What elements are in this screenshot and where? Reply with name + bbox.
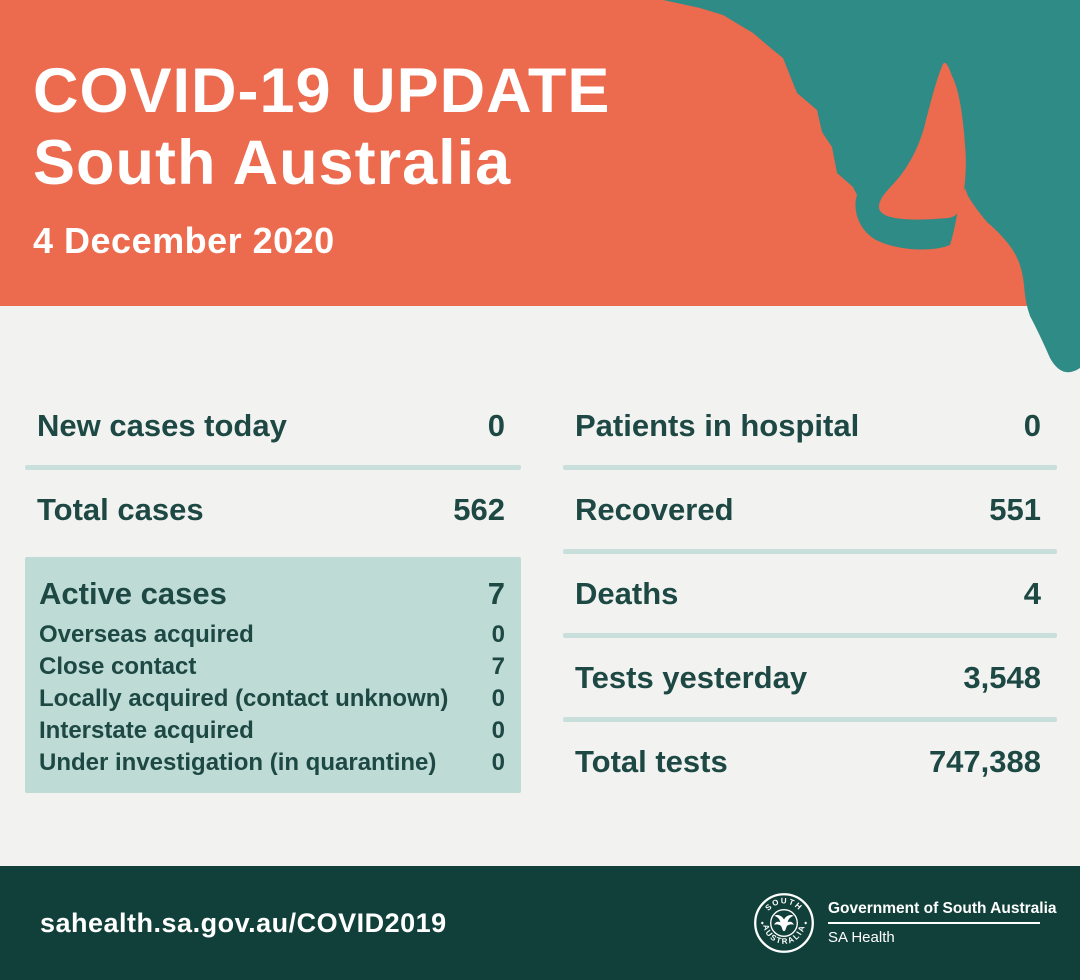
government-logo: SOUTH AUSTRALIA Government of South Aust… <box>753 892 1057 954</box>
breakdown-value: 0 <box>491 685 505 712</box>
stat-value: 7 <box>487 576 505 611</box>
breakdown-row-interstate: Interstate acquired 0 <box>39 715 505 747</box>
active-cases-box: Active cases 7 Overseas acquired 0 Close… <box>25 557 521 793</box>
breakdown-label: Locally acquired (contact unknown) <box>39 685 449 712</box>
divider <box>563 549 1057 554</box>
breakdown-value: 0 <box>491 621 505 648</box>
stat-label: New cases today <box>37 407 287 443</box>
breakdown-row-local: Locally acquired (contact unknown) 0 <box>39 683 505 715</box>
stat-row-recovered: Recovered 551 <box>563 470 1057 549</box>
stat-value: 3,548 <box>963 659 1041 695</box>
page-title: COVID-19 UPDATE South Australia <box>33 56 1080 200</box>
stat-value: 0 <box>1023 407 1041 443</box>
department-name: SA Health <box>828 929 895 946</box>
divider <box>563 717 1057 722</box>
stat-row-deaths: Deaths 4 <box>563 554 1057 633</box>
stat-label: Total cases <box>37 491 204 527</box>
stat-label: Total tests <box>575 743 728 779</box>
stat-label: Patients in hospital <box>575 407 860 443</box>
stat-row-active-cases: Active cases 7 <box>39 569 505 619</box>
divider <box>563 633 1057 638</box>
stat-label: Recovered <box>575 491 734 527</box>
stat-row-tests-yesterday: Tests yesterday 3,548 <box>563 638 1057 717</box>
title-line-2: South Australia <box>33 127 512 198</box>
divider <box>25 465 521 470</box>
stat-row-total-tests: Total tests 747,388 <box>563 722 1057 801</box>
stat-row-hospital: Patients in hospital 0 <box>563 386 1057 465</box>
stat-label: Active cases <box>39 576 227 611</box>
covid-info-url: sahealth.sa.gov.au/COVID2019 <box>40 907 447 938</box>
government-name: Government of South Australia <box>828 900 1057 917</box>
stat-row-new-cases: New cases today 0 <box>25 386 521 465</box>
stat-value: 747,388 <box>928 743 1041 779</box>
breakdown-label: Overseas acquired <box>39 621 254 648</box>
breakdown-value: 0 <box>491 749 505 776</box>
stats-column-left: New cases today 0 Total cases 562 Active… <box>25 386 521 866</box>
breakdown-row-investigation: Under investigation (in quarantine) 0 <box>39 747 505 779</box>
government-text-block: Government of South Australia SA Health <box>828 900 1057 946</box>
government-divider <box>828 922 1040 924</box>
badge-left-mark <box>760 921 764 925</box>
header-banner: COVID-19 UPDATE South Australia 4 Decemb… <box>0 0 1080 373</box>
stats-column-right: Patients in hospital 0 Recovered 551 Dea… <box>563 386 1057 866</box>
breakdown-row-overseas: Overseas acquired 0 <box>39 619 505 651</box>
breakdown-label: Interstate acquired <box>39 717 254 744</box>
stat-value: 0 <box>487 407 505 443</box>
stat-value: 562 <box>453 491 505 527</box>
stat-value: 4 <box>1023 575 1041 611</box>
stat-row-total-cases: Total cases 562 <box>25 470 521 549</box>
breakdown-row-close-contact: Close contact 7 <box>39 651 505 683</box>
footer-bar: sahealth.sa.gov.au/COVID2019 SOUTH AUSTR… <box>0 866 1080 980</box>
breakdown-label: Close contact <box>39 653 197 680</box>
stat-value: 551 <box>989 491 1041 527</box>
stat-label: Deaths <box>575 575 679 611</box>
badge-outer-ring <box>754 893 814 953</box>
stats-body: New cases today 0 Total cases 562 Active… <box>0 306 1080 866</box>
title-line-1: COVID-19 UPDATE <box>33 56 611 126</box>
breakdown-label: Under investigation (in quarantine) <box>39 749 437 776</box>
stat-label: Tests yesterday <box>575 659 808 695</box>
sa-government-badge: SOUTH AUSTRALIA <box>754 893 814 953</box>
breakdown-value: 0 <box>491 717 505 744</box>
piping-shrike-icon <box>774 915 794 932</box>
breakdown-value: 7 <box>491 653 505 680</box>
divider <box>563 465 1057 470</box>
report-date: 4 December 2020 <box>33 219 335 261</box>
header-text-block: COVID-19 UPDATE South Australia 4 Decemb… <box>0 0 1080 262</box>
badge-inner-ring <box>770 909 798 937</box>
badge-right-mark <box>804 921 808 925</box>
